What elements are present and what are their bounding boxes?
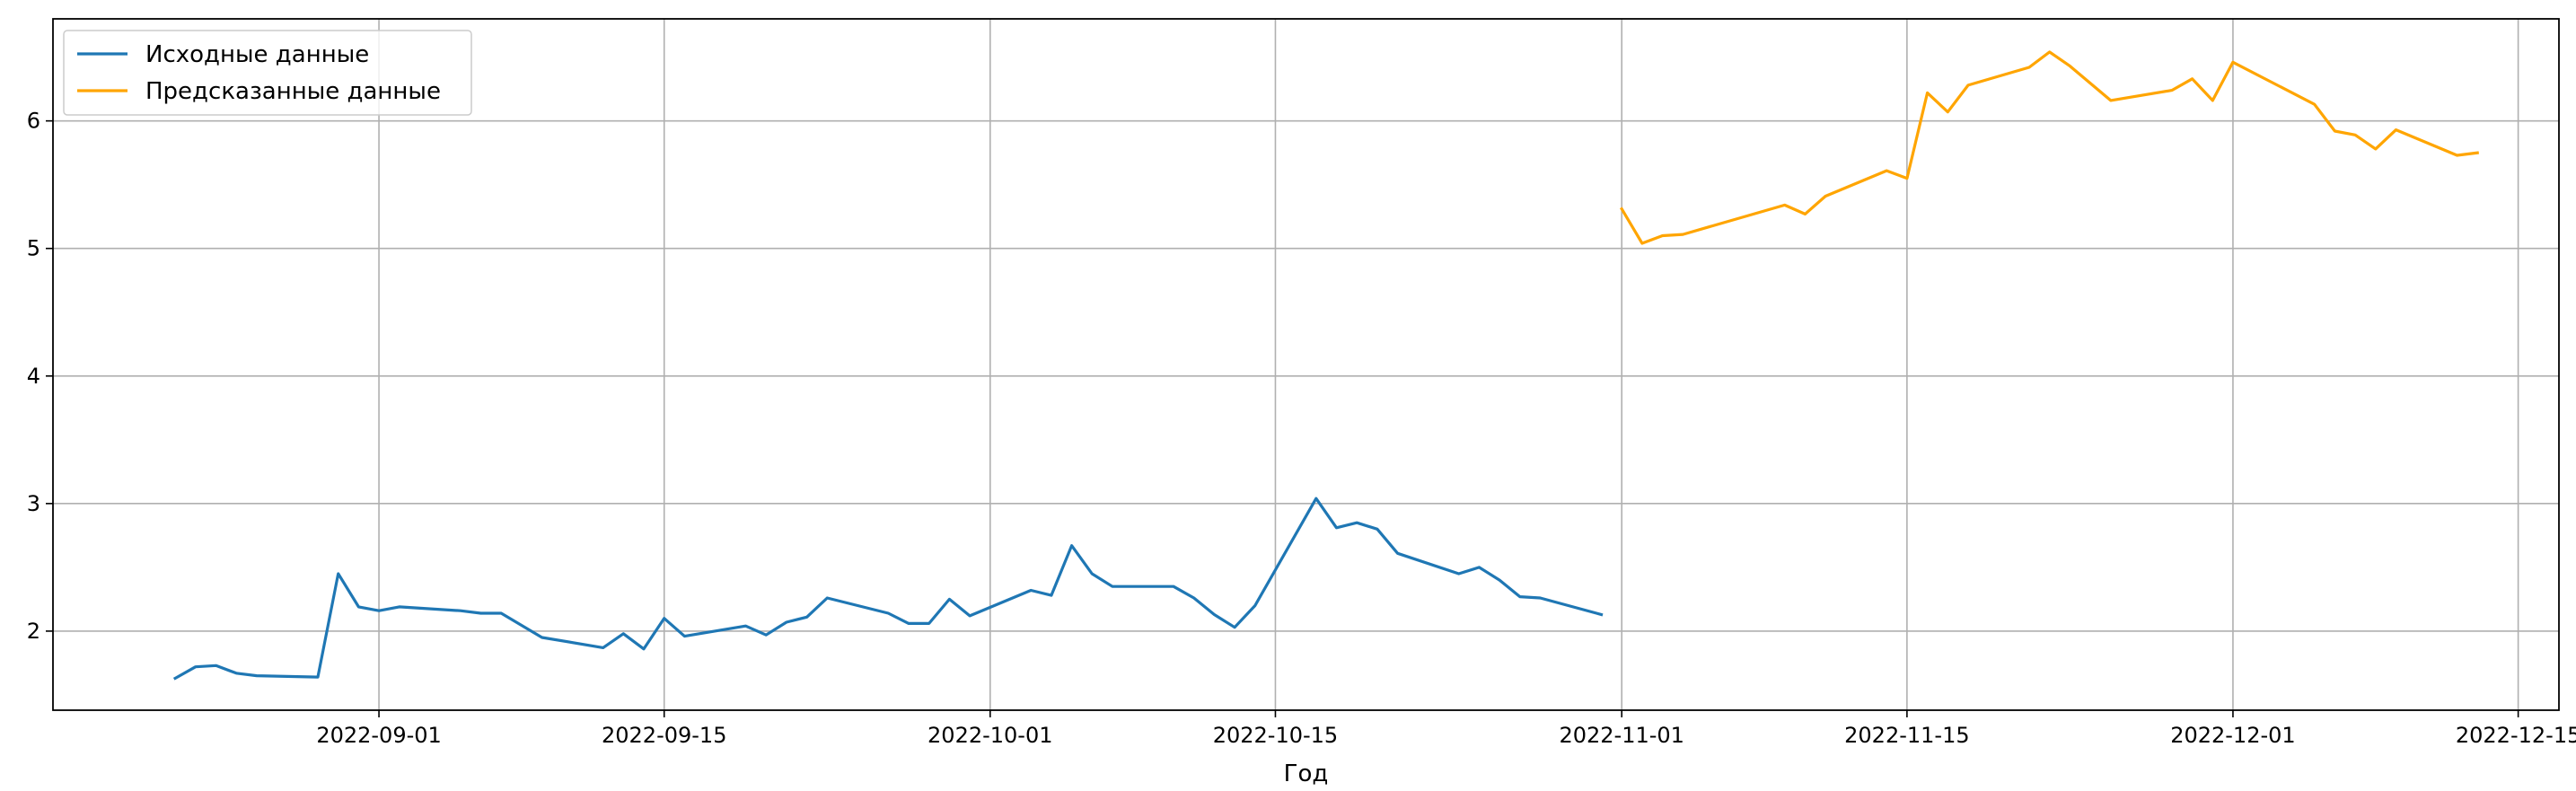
x-tick-label: 2022-12-01 (2170, 723, 2295, 748)
x-axis-title: Год (1284, 760, 1329, 787)
series-line-1 (172, 497, 1604, 681)
x-tick-label: 2022-09-01 (316, 723, 441, 748)
y-tick-label: 4 (27, 364, 40, 389)
series-line-2 (1620, 50, 2479, 245)
x-axis: 2022-09-01 2022-09-15 2022-10-01 2022-10-15… (316, 710, 2576, 748)
x-tick-label: 2022-11-15 (1844, 723, 1969, 748)
y-tick-label: 3 (27, 491, 40, 516)
x-tick-label: 2022-09-15 (602, 723, 726, 748)
legend-label-1: Исходные данные (145, 41, 369, 68)
x-tick-label: 2022-11-01 (1559, 723, 1684, 748)
y-tick-label: 5 (27, 236, 40, 261)
grid (53, 19, 2559, 710)
x-tick-label: 2022-10-15 (1213, 723, 1338, 748)
legend-box (63, 30, 472, 116)
y-tick-label: 2 (27, 619, 40, 644)
plot-frame (52, 18, 2560, 711)
y-axis: 2 3 4 5 6 (27, 109, 53, 644)
x-tick-label: 2022-10-01 (928, 723, 1052, 748)
legend: Исходные данные Предсказанные данные (63, 30, 472, 116)
x-tick-label: 2022-12-15 (2456, 723, 2576, 748)
series-layer (172, 50, 2479, 681)
y-tick-label: 6 (27, 109, 40, 134)
legend-label-2: Предсказанные данные (145, 78, 441, 105)
